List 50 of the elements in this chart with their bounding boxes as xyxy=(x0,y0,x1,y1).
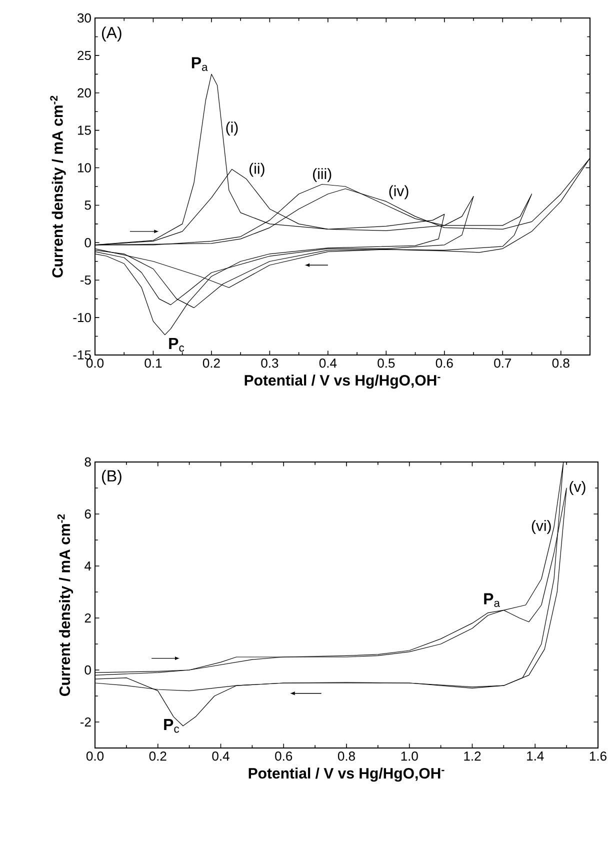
x-tick-label: 0.8 xyxy=(338,752,355,761)
x-tick-label: 0.7 xyxy=(494,358,512,368)
annotation: P$_{c}$ xyxy=(169,338,184,352)
x-tick-label: 1.0 xyxy=(401,752,418,761)
text: (A) xyxy=(102,26,122,42)
x-axis-title: Potential / V vs Hg/HgO,OH$^{-}$ xyxy=(244,374,440,389)
x-axis-title: Potential / V vs Hg/HgO,OH$^{-}$ xyxy=(248,768,444,782)
x-tick-label: 0.8 xyxy=(552,358,570,368)
y-tick-label: 30 xyxy=(78,13,91,23)
y-tick-label: -10 xyxy=(73,312,91,322)
x-tick-label: 0.6 xyxy=(436,358,453,368)
annotation: P$_{a}$ xyxy=(484,593,500,607)
y-tick-label: 4 xyxy=(84,562,92,570)
x-tick-label: 1.2 xyxy=(464,752,481,761)
x-tick-label: 0.3 xyxy=(261,358,278,368)
y-tick-label: 10 xyxy=(78,163,91,172)
y-tick-label: -2 xyxy=(80,717,91,727)
x-tick-label: 0.4 xyxy=(212,752,230,761)
x-tick-label: 0.6 xyxy=(275,752,292,761)
y-tick-label: 8 xyxy=(84,457,91,467)
y-tick-label: 5 xyxy=(84,200,91,210)
y-tick-label: 0 xyxy=(84,665,91,675)
series-label: (i) xyxy=(226,122,238,136)
x-tick-label: 0.1 xyxy=(144,358,162,368)
series-label: (ii) xyxy=(250,162,264,177)
y-tick-label: 15 xyxy=(78,126,91,135)
chart-title: (B) xyxy=(102,470,122,485)
x-tick-label: 1.6 xyxy=(590,752,606,761)
y-tick-label: 25 xyxy=(78,50,91,60)
y-tick-label: -5 xyxy=(80,276,91,285)
y-axis-title: Current density / mA cm$^{-2}$ xyxy=(57,514,74,696)
x-tick-label: 0.0 xyxy=(86,358,104,368)
y-tick-label: 2 xyxy=(84,613,91,623)
x-tick-label: 0.4 xyxy=(319,358,337,368)
series-label: (iv) xyxy=(389,185,408,200)
annotation: P$_{c}$ xyxy=(164,719,180,733)
x-tick-label: 0.2 xyxy=(202,358,220,368)
y-tick-label: -15 xyxy=(73,350,91,360)
series-label: (vi) xyxy=(532,520,551,534)
y-tick-label: 20 xyxy=(78,88,91,98)
series-label: (iii) xyxy=(313,168,332,182)
x-tick-label: 1.4 xyxy=(527,752,544,760)
y-tick-label: 6 xyxy=(84,509,91,519)
y-tick-label: 0 xyxy=(84,238,91,248)
x-tick-label: 0.2 xyxy=(149,752,166,761)
legend-label: (v) xyxy=(570,481,586,495)
x-tick-label: 0.0 xyxy=(86,752,104,761)
annotation: P$_{a}$ xyxy=(192,57,208,71)
y-axis-title: Current density / mA cm$^{-2}$ xyxy=(50,96,66,278)
x-tick-label: 0.5 xyxy=(378,358,395,368)
